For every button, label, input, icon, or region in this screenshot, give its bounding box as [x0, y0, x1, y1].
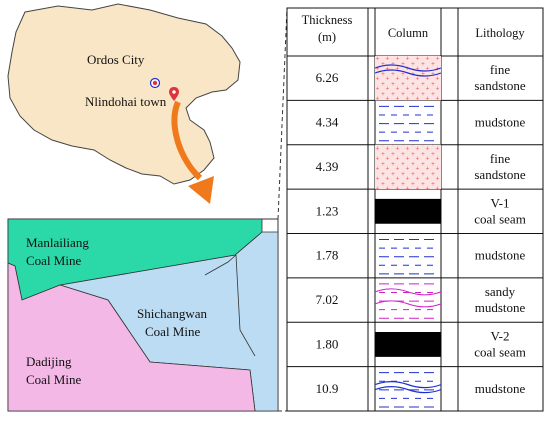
zoom-line-top: [277, 7, 288, 220]
thickness-value: 1.78: [316, 248, 339, 263]
ordos-city-marker[interactable]: [149, 77, 161, 89]
manlailiang-label-2: Coal Mine: [26, 253, 81, 268]
thickness-value: 4.39: [316, 159, 339, 174]
nlindohai-town-label: Nlindohai town: [85, 94, 167, 109]
column-pattern-coal: [375, 198, 441, 224]
dadijing-label-1: Dadijing: [26, 354, 72, 369]
lithology-header: Lithology: [475, 26, 525, 40]
column-pattern-mudstone: [379, 105, 437, 142]
thickness-value: 7.02: [316, 292, 339, 307]
dadijing-label-2: Coal Mine: [26, 372, 81, 387]
region-outline: [7, 3, 241, 185]
lithology-label: sandstone: [474, 167, 526, 182]
ordos-city-label: Ordos City: [87, 52, 145, 67]
column-pattern-mudstone: [379, 239, 437, 275]
column-pattern-sandstone: [375, 144, 441, 190]
thickness-value: 1.23: [316, 203, 339, 218]
stratigraphic-table: Thickness (m) Column Lithology 6.26fines…: [286, 7, 544, 412]
mine-map: Manlailiang Coal Mine Shichangwan Coal M…: [7, 218, 279, 412]
lithology-label: V-1: [490, 195, 509, 210]
lithology-label: mudstone: [475, 300, 526, 315]
lithology-label: mudstone: [475, 115, 526, 130]
strata-row: 1.78 mudstone: [287, 239, 543, 279]
thickness-header: Thickness: [302, 13, 353, 27]
thickness-value: 10.9: [316, 381, 339, 396]
thickness-value: 4.34: [316, 115, 339, 130]
lithology-label: coal seam: [474, 211, 526, 226]
shichangwan-label-1: Shichangwan: [137, 306, 208, 321]
strata-row: 10.9 mudstone: [287, 372, 543, 412]
location-arrow: [171, 100, 203, 181]
location-arrow-head: [188, 176, 214, 204]
thickness-unit-header: (m): [318, 30, 336, 44]
lithology-label: sandy: [485, 284, 516, 299]
lithology-label: coal seam: [474, 344, 526, 359]
lithology-label: fine: [490, 151, 510, 166]
column-pattern-sandstone-wavy: [374, 56, 442, 101]
shichangwan-label-2: Coal Mine: [145, 324, 200, 339]
dadijing-area[interactable]: [7, 262, 256, 412]
column-pattern-coal: [375, 332, 441, 357]
thickness-value: 1.80: [316, 336, 339, 351]
column-pattern-mudstone-wavy: [374, 372, 442, 408]
region-map: Ordos City Nlindohai town: [7, 3, 241, 204]
lithology-label: mudstone: [475, 381, 526, 396]
column-pattern-sandy-mudstone: [374, 283, 442, 319]
lithology-label: sandstone: [474, 78, 526, 93]
lithology-label: fine: [490, 62, 510, 77]
lithology-label: mudstone: [475, 248, 526, 263]
column-header: Column: [388, 26, 429, 40]
thickness-value: 6.26: [316, 70, 339, 85]
lithology-label: V-2: [490, 328, 509, 343]
manlailiang-label-1: Manlailiang: [26, 235, 89, 250]
nlindohai-town-marker[interactable]: [169, 87, 179, 101]
